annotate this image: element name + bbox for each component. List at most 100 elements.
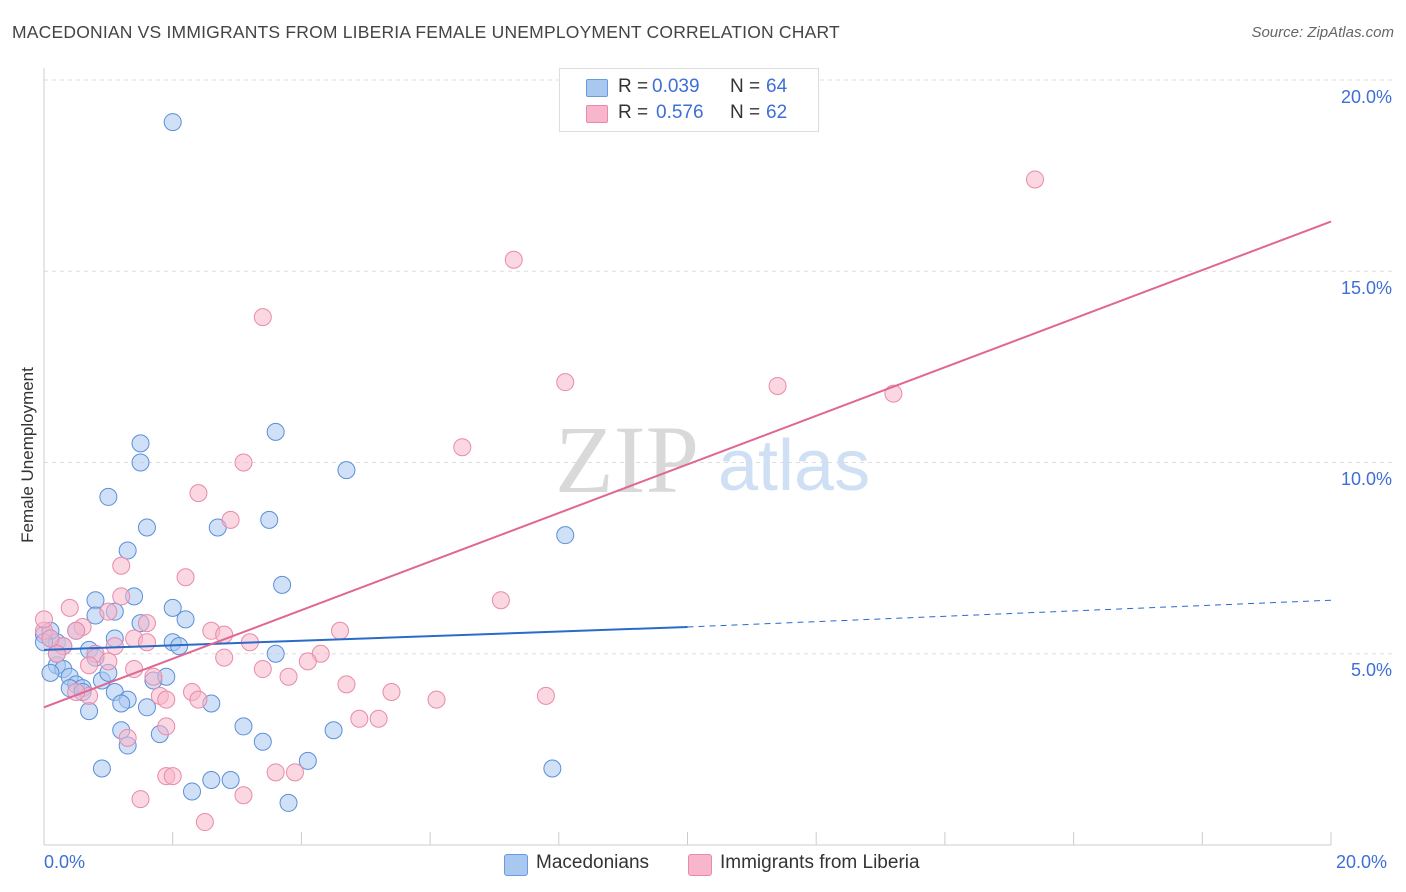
liberia-point — [195, 813, 214, 832]
macedonians-point — [112, 694, 131, 713]
liberia-point — [131, 790, 150, 809]
liberia-point — [35, 610, 53, 629]
legend-r-value: 0.039 — [652, 76, 700, 97]
y-tick-label: 15.0% — [1340, 278, 1392, 298]
liberia-point — [144, 667, 163, 686]
macedonians-point — [273, 575, 292, 594]
macedonians-point — [266, 422, 285, 441]
liberia-point — [137, 633, 156, 652]
liberia-point — [234, 786, 253, 805]
macedonians-point — [137, 698, 156, 717]
macedonians-point — [298, 751, 317, 770]
liberia-point — [298, 652, 317, 671]
liberia-point — [221, 510, 240, 529]
source-label: Source: ZipAtlas.com — [1251, 24, 1394, 41]
macedonians-point — [118, 541, 137, 560]
legend-r-label: R = — [618, 76, 649, 97]
macedonians-point — [131, 453, 150, 472]
liberia-point — [253, 308, 272, 327]
liberia-point — [337, 675, 356, 694]
liberia-point — [163, 767, 182, 786]
liberia-point — [60, 598, 79, 617]
liberia-point — [99, 602, 118, 621]
legend-n-label: N = — [730, 102, 761, 123]
liberia-point — [67, 621, 86, 640]
y-axis-label: Female Unemployment — [18, 367, 37, 543]
legend-r-value: 0.576 — [656, 102, 704, 123]
liberia-point — [189, 690, 208, 709]
bottom-legend-label: Macedonians — [536, 852, 650, 873]
gridlines — [44, 79, 1392, 655]
liberia-trend-line — [43, 220, 1332, 709]
liberia-point — [285, 763, 304, 782]
macedonians-trend-line — [43, 625, 688, 651]
legend-swatch-pink — [688, 854, 712, 876]
liberia-point — [189, 484, 208, 503]
liberia-point — [1025, 170, 1044, 189]
y-tick-label: 5.0% — [1350, 660, 1392, 680]
liberia-point — [453, 438, 472, 457]
liberia-point — [41, 629, 60, 648]
macedonians-point — [131, 434, 150, 453]
liberia-point — [536, 686, 555, 705]
liberia-point — [118, 728, 137, 747]
liberia-point — [215, 648, 234, 667]
x-tick-label: 20.0% — [1336, 852, 1388, 872]
legend-n-value: 64 — [766, 76, 788, 97]
macedonians-point — [163, 113, 182, 132]
liberia-point — [266, 763, 285, 782]
watermark: ZIP atlas — [555, 406, 870, 513]
liberia-point — [331, 621, 350, 640]
liberia-point — [369, 709, 388, 728]
liberia-point — [382, 683, 401, 701]
liberia-points — [35, 170, 1044, 832]
macedonians-point — [556, 526, 575, 545]
watermark-atlas: atlas — [718, 426, 870, 506]
liberia-point — [112, 587, 131, 606]
liberia-point — [80, 656, 99, 675]
liberia-point — [350, 709, 369, 728]
macedonians-point — [543, 759, 562, 778]
macedonians-point — [279, 793, 298, 812]
macedonians-point — [92, 759, 111, 778]
liberia-point — [556, 373, 575, 392]
liberia-point — [768, 377, 787, 395]
y-tick-label: 10.0% — [1340, 469, 1392, 489]
liberia-point — [157, 717, 176, 736]
macedonians-point — [260, 510, 279, 529]
liberia-point — [105, 637, 124, 656]
liberia-point — [157, 690, 176, 709]
macedonians-point — [234, 717, 253, 736]
macedonians-point — [183, 782, 202, 801]
liberia-point — [491, 591, 510, 610]
macedonians-trend-extension — [687, 599, 1332, 628]
legend-swatch-blue — [504, 854, 528, 876]
liberia-point — [884, 384, 903, 403]
axes — [43, 68, 1332, 846]
bottom-legend-label: Immigrants from Liberia — [720, 852, 920, 873]
liberia-point — [427, 690, 446, 709]
macedonians-point — [99, 487, 118, 506]
y-tick-label: 20.0% — [1340, 87, 1392, 107]
legend-n-label: N = — [730, 76, 761, 97]
liberia-point — [112, 556, 131, 575]
liberia-point — [234, 453, 253, 472]
macedonians-point — [337, 461, 356, 480]
liberia-point — [504, 250, 523, 269]
macedonians-point — [163, 598, 182, 617]
macedonians-point — [221, 770, 240, 789]
liberia-point — [47, 644, 66, 663]
watermark-zip: ZIP — [555, 406, 699, 513]
trend-lines — [43, 220, 1332, 709]
macedonians-point — [253, 732, 272, 751]
liberia-point — [99, 652, 118, 671]
macedonians-point — [176, 610, 195, 629]
x-tick-label: 0.0% — [44, 852, 86, 872]
liberia-point — [137, 614, 156, 633]
chart-title: MACEDONIAN VS IMMIGRANTS FROM LIBERIA FE… — [12, 22, 840, 42]
macedonians-point — [266, 644, 285, 663]
legend-n-value: 62 — [766, 102, 788, 123]
legend: R = 0.039 N = 64 R = 0.576 N = 62 — [559, 68, 819, 132]
legend-swatch-pink — [586, 105, 608, 123]
